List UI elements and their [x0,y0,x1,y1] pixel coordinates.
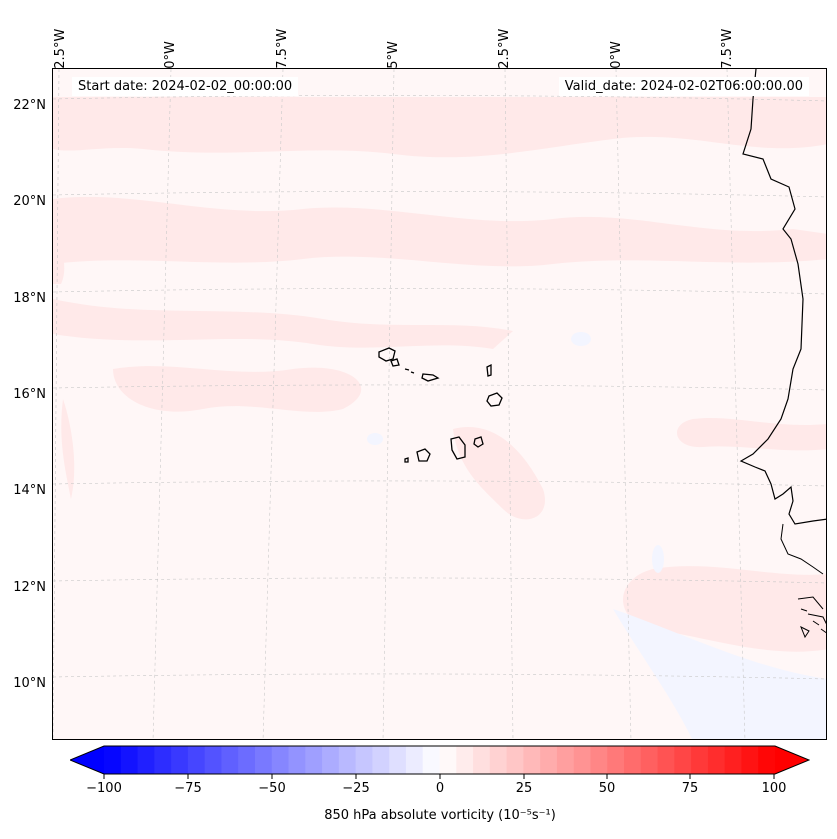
colorbar-cell [120,746,139,774]
colorbar-cell [707,746,726,774]
colorbar-cell [724,746,742,774]
colorbar-cell [573,746,591,774]
colorbar-cell [473,746,491,774]
colorbar-tick-0: 0 [435,781,445,796]
colorbar-cell [741,746,759,774]
colorbar-cell [372,746,390,774]
valid-date-label: Valid_date: 2024-02-02T06:00:00.00 [558,77,809,96]
colorbar-cell [104,746,122,774]
lat-label-18n: 18°N [13,291,46,306]
colorbar-cell [758,746,776,774]
colorbar-tick-100: 100 [761,781,787,796]
colorbar-cell [238,746,256,774]
colorbar [70,745,810,775]
colorbar-cell [338,746,357,774]
vorticity-field [53,69,826,739]
colorbar-over-triangle [775,746,809,774]
lat-label-16n: 16°N [13,387,46,402]
senegambia-estuaries [780,523,826,634]
colorbar-tick-50: 50 [598,781,616,796]
lat-label-10n: 10°N [13,676,46,691]
colorbar-tick-25: 25 [515,781,533,796]
colorbar-cell [187,746,206,774]
colorbar-cell [439,746,457,774]
colorbar-cell [657,746,675,774]
colorbar-cell [305,746,323,774]
colorbar-cells [70,746,809,774]
colorbar-cell [204,746,222,774]
colorbar-cell [322,746,340,774]
lat-label-14n: 14°N [13,483,46,498]
colorbar-cell [221,746,239,774]
colorbar-cell [456,746,474,774]
colorbar-cell [254,746,273,774]
map-panel [52,68,827,740]
colorbar-cell [540,746,558,774]
colorbar-cell [355,746,373,774]
colorbar-cell [288,746,306,774]
colorbar-cell [624,746,642,774]
colorbar-cell [405,746,424,774]
colorbar-tick-m100: −100 [86,781,122,796]
colorbar-tick-75: 75 [681,781,699,796]
colorbar-tick-m75: −75 [174,781,202,796]
colorbar-title: 850 hPa absolute vorticity (10⁻⁵s⁻¹) [324,808,556,823]
colorbar-cell [137,746,155,774]
bissagos-islands [800,608,820,639]
lat-label-22n: 22°N [13,98,46,113]
colorbar-cell [674,746,692,774]
colorbar-cell [590,746,608,774]
colorbar-tick-m50: −50 [258,781,286,796]
start-date-label: Start date: 2024-02-02_00:00:00 [72,77,299,96]
colorbar-cell [389,746,407,774]
colorbar-cell [506,746,524,774]
colorbar-cell [556,746,575,774]
lat-label-12n: 12°N [13,580,46,595]
colorbar-cell [640,746,659,774]
colorbar-tick-m25: −25 [342,781,370,796]
colorbar-cell [523,746,541,774]
colorbar-cell [489,746,508,774]
cape-verde-islands [378,347,503,463]
lat-label-20n: 20°N [13,194,46,209]
colorbar-under-triangle [70,746,104,774]
colorbar-cell [171,746,189,774]
colorbar-ticks [103,774,775,779]
graticule [53,69,826,739]
colorbar-cell [422,746,440,774]
colorbar-cell [607,746,625,774]
colorbar-cell [154,746,172,774]
colorbar-cell [271,746,290,774]
west-africa-coastline [739,69,826,525]
positive-vorticity-patches [53,97,826,652]
colorbar-cell [691,746,709,774]
negative-vorticity-patches [367,332,826,739]
